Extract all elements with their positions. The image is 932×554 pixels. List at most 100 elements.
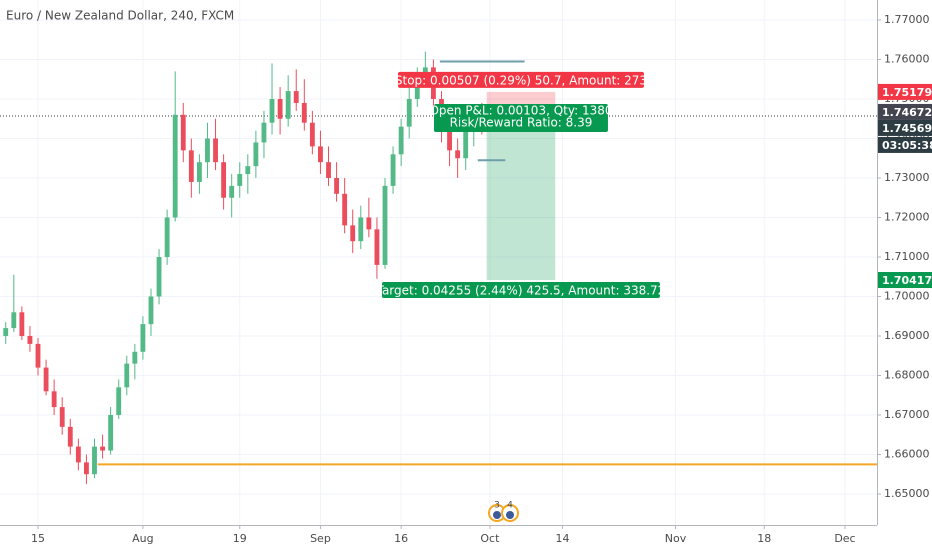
y-tick-label: 1.66000 xyxy=(884,447,930,460)
y-tick-label: 1.69000 xyxy=(884,329,930,342)
chart-title: Euro / New Zealand Dollar, 240, FXCM xyxy=(6,9,234,23)
stop-label: Stop: 0.00507 (0.29%) 50.7, Amount: 273 xyxy=(395,73,647,87)
target-label-bg xyxy=(381,282,660,299)
candle-body xyxy=(116,387,122,415)
countdown: 03:05:38 xyxy=(882,139,932,152)
pnl-label-bg xyxy=(433,103,608,132)
candle-body xyxy=(19,312,25,336)
target-zone xyxy=(486,111,556,281)
candle-body xyxy=(180,114,186,151)
candle-body xyxy=(27,335,33,344)
stop-price-label: 1.75179 xyxy=(882,86,932,99)
x-tick-label: 14 xyxy=(556,532,570,545)
candle-body xyxy=(92,446,97,475)
y-tick-label: 1.71000 xyxy=(884,250,930,263)
x-tick-label: 18 xyxy=(757,532,771,545)
candle-body xyxy=(253,142,259,167)
candle-body xyxy=(382,185,388,265)
candle-body xyxy=(84,462,89,475)
candle-body xyxy=(293,91,299,103)
candle-body xyxy=(398,126,404,155)
candle-body xyxy=(148,296,154,325)
y-tick-label: 1.65000 xyxy=(884,487,930,500)
candle-body xyxy=(188,150,194,182)
candle-body xyxy=(350,225,356,242)
pnl-label: Open P&L: 0.00103, Qty: 1380 xyxy=(429,103,612,117)
candle-body xyxy=(100,446,105,451)
candle-body xyxy=(463,130,469,159)
event-icon-inner xyxy=(506,511,514,519)
y-tick-label: 1.73000 xyxy=(884,171,930,184)
y-tick-label: 1.70000 xyxy=(884,289,930,302)
x-tick-label: Nov xyxy=(665,532,687,545)
candle-body xyxy=(309,122,315,147)
candle-body xyxy=(43,367,49,392)
candle-body xyxy=(3,328,9,336)
candle-body xyxy=(358,217,364,242)
x-tick-label: Sep xyxy=(310,532,331,545)
stop-label-bg xyxy=(397,71,644,88)
candle-body xyxy=(390,154,396,186)
candle-body xyxy=(301,102,307,123)
candle-body xyxy=(35,343,41,368)
y-tick-label: 1.77000 xyxy=(884,13,930,26)
target-price-label-bg xyxy=(878,272,932,289)
candle-body xyxy=(51,391,57,408)
event-icon-inner xyxy=(493,511,501,519)
x-tick-label: Dec xyxy=(834,532,855,545)
candle-body xyxy=(11,312,17,329)
candle-body xyxy=(221,162,227,198)
candle-body xyxy=(205,138,210,163)
candle-body xyxy=(172,114,178,218)
candle-body xyxy=(196,162,202,182)
event-label: 4 xyxy=(507,501,513,511)
candle-body xyxy=(67,426,73,447)
y-tick-label: 1.72000 xyxy=(884,210,930,223)
candle-body xyxy=(213,138,218,163)
target-price-label: 1.70417 xyxy=(882,274,932,287)
candle-body xyxy=(108,414,114,451)
x-tick-label: 15 xyxy=(31,532,45,545)
last-price-label: 1.74569 xyxy=(882,122,932,135)
candle-body xyxy=(245,166,251,175)
stop-price-label-bg xyxy=(878,83,932,100)
entry-price-label-bg xyxy=(878,103,932,120)
y-tick-label: 1.68000 xyxy=(884,368,930,381)
candle-body xyxy=(455,150,461,159)
candle-body xyxy=(342,193,348,226)
candle-body xyxy=(164,217,170,257)
candle-body xyxy=(366,217,372,230)
candle-body xyxy=(124,363,130,388)
candle-body xyxy=(318,146,323,163)
candle-body xyxy=(326,162,331,178)
y-tick-label: 1.76000 xyxy=(884,52,930,65)
candle-body xyxy=(277,98,283,119)
event-label: 3 xyxy=(494,501,500,511)
x-tick-label: 16 xyxy=(394,532,408,545)
candle-body xyxy=(229,185,235,198)
last-price-label-bg xyxy=(878,119,932,136)
candle-body xyxy=(334,177,340,194)
candle-body xyxy=(406,98,412,127)
entry-price-label: 1.74672 xyxy=(882,106,932,119)
candle-body xyxy=(422,67,428,76)
candle-body xyxy=(261,122,267,143)
candle-body xyxy=(59,407,65,427)
candle-body xyxy=(237,174,243,186)
candle-body xyxy=(285,91,291,119)
candle-body xyxy=(269,98,275,123)
x-tick-label: 19 xyxy=(233,532,247,545)
rr-label: Risk/Reward Ratio: 8.39 xyxy=(450,115,593,129)
target-label: Target: 0.04255 (2.44%) 425.5, Amount: 3… xyxy=(376,284,666,298)
x-tick-label: Aug xyxy=(132,532,153,545)
candle-body xyxy=(374,229,380,265)
candle-body xyxy=(140,324,146,352)
candle-body xyxy=(75,446,81,463)
candle-body xyxy=(156,256,162,297)
countdown-bg xyxy=(878,136,932,153)
y-tick-label: 1.67000 xyxy=(884,408,930,421)
x-tick-label: Oct xyxy=(480,532,500,545)
candle-body xyxy=(132,351,138,364)
